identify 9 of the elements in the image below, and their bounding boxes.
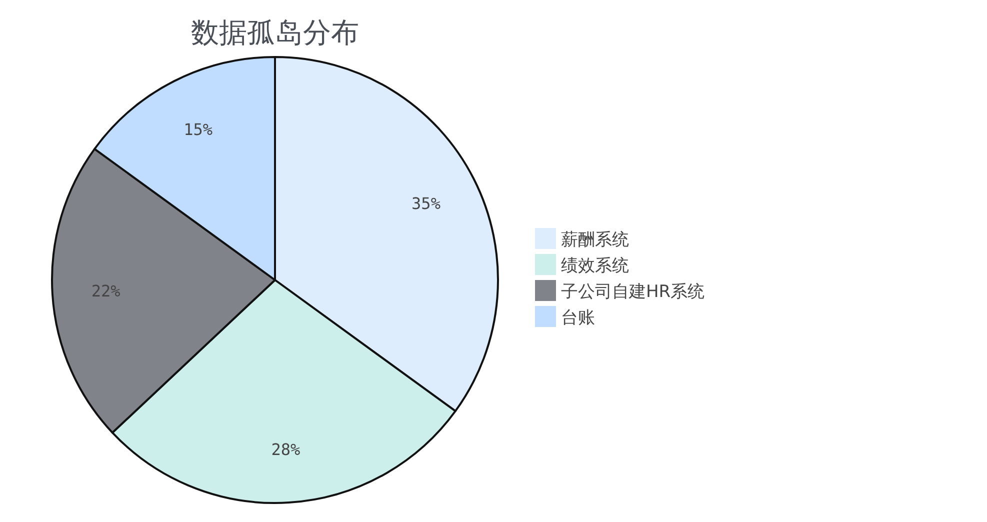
legend-label: 台账 xyxy=(561,308,595,328)
data-label: 28% xyxy=(271,440,300,460)
data-label: 22% xyxy=(91,282,121,301)
chart-title: 数据孤岛分布 xyxy=(191,16,359,49)
data-label: 15% xyxy=(184,120,213,139)
legend-label: 薪酬系统 xyxy=(561,230,629,250)
legend-label: 子公司自建HR系统 xyxy=(561,282,705,302)
legend-label: 绩效系统 xyxy=(561,256,629,276)
data-label: 35% xyxy=(412,194,441,214)
